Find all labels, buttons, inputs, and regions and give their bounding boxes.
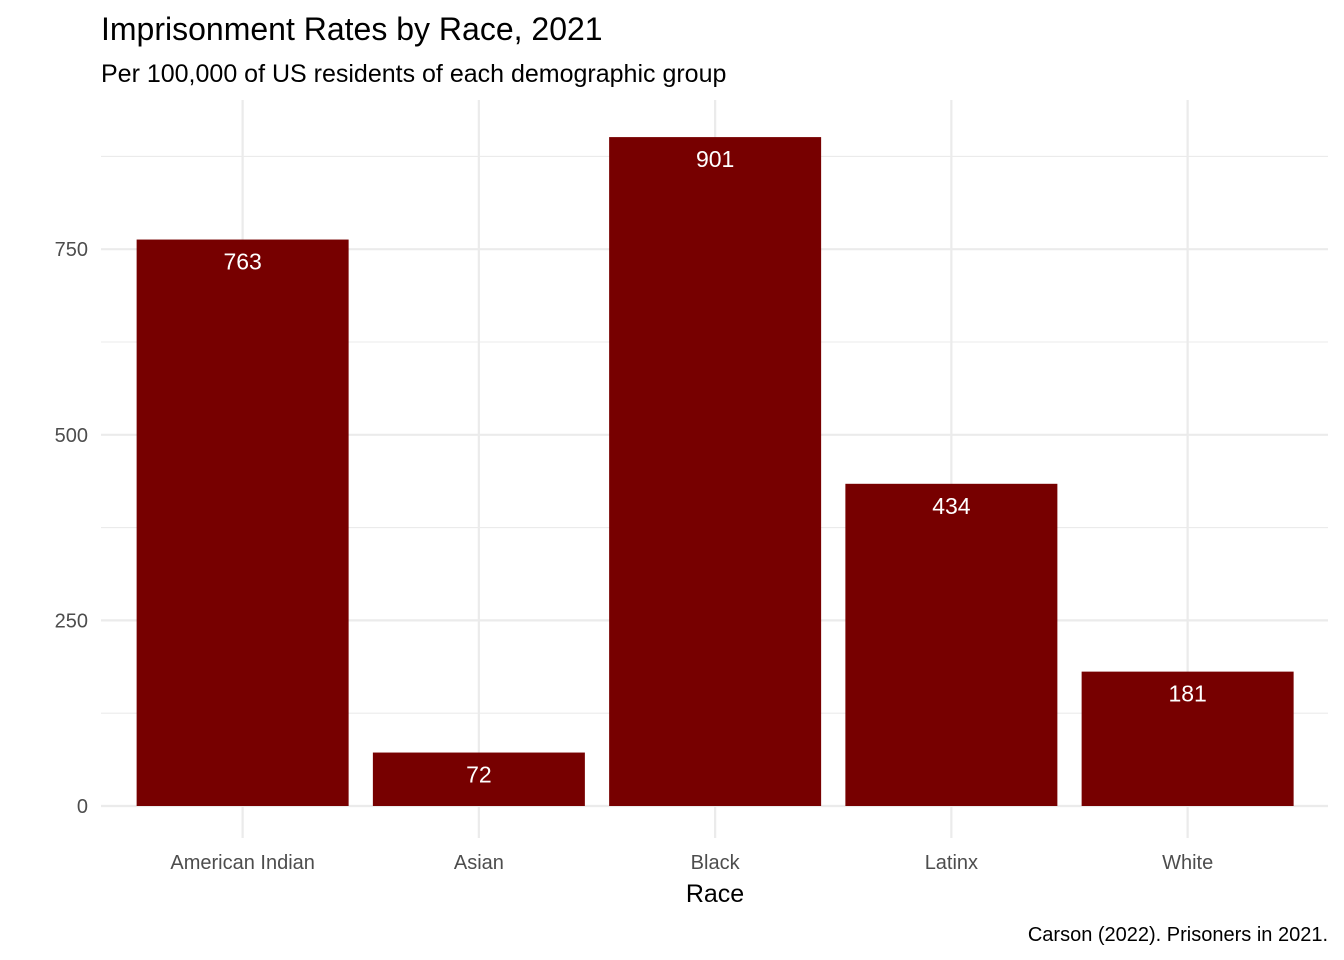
- chart-subtitle: Per 100,000 of US residents of each demo…: [101, 60, 726, 88]
- x-axis-tick-labels: American Indian Asian Black Latinx White: [170, 852, 1213, 874]
- x-tick-label: Asian: [454, 852, 504, 874]
- y-tick-label: 0: [77, 796, 88, 818]
- bar-latinx: [845, 483, 1058, 806]
- bar-asian: [372, 752, 585, 806]
- bar-value-label: 72: [466, 762, 492, 788]
- bar-white: [1081, 671, 1294, 806]
- y-tick-label: 250: [55, 610, 88, 632]
- bar-value-label: 434: [932, 493, 971, 519]
- chart-caption: Carson (2022). Prisoners in 2021.: [1028, 924, 1328, 946]
- bar-value-label: 181: [1168, 681, 1206, 707]
- x-tick-label: White: [1162, 852, 1213, 874]
- bar-value-label: 901: [696, 146, 734, 172]
- y-tick-label: 500: [55, 425, 88, 447]
- bar-value-label: 763: [223, 249, 261, 275]
- bar-american-indian: [136, 239, 349, 806]
- bar-black: [609, 137, 822, 806]
- x-tick-label: American Indian: [170, 852, 315, 874]
- bars: [136, 137, 1294, 806]
- bar-value-labels: 763 72 901 434 181: [223, 146, 1206, 787]
- y-axis-tick-labels: 0 250 500 750: [55, 239, 88, 818]
- x-axis-title: Race: [686, 880, 744, 908]
- chart-title: Imprisonment Rates by Race, 2021: [101, 11, 603, 47]
- y-tick-label: 750: [55, 239, 88, 261]
- x-tick-label: Latinx: [925, 852, 978, 874]
- x-tick-label: Black: [691, 852, 741, 874]
